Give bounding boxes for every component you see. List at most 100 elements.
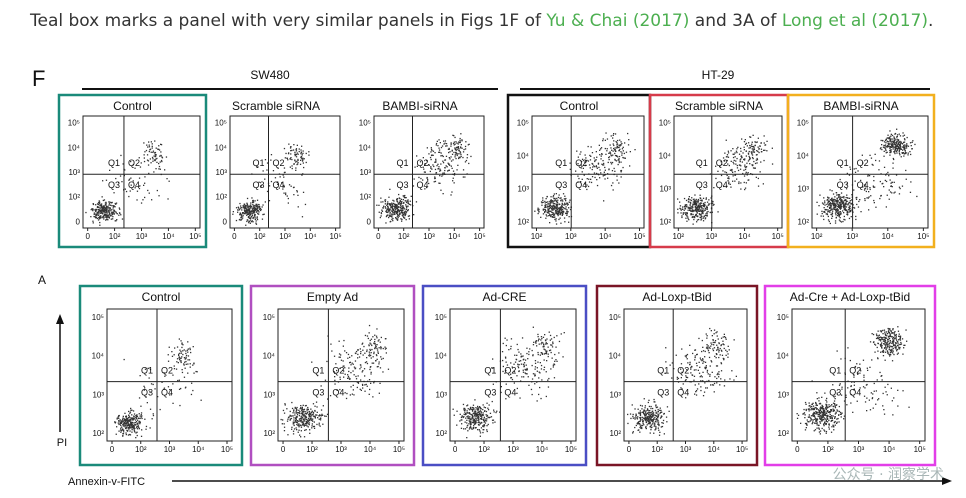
fig-a-panel-4-title: Ad-Loxp-tBid <box>642 290 711 304</box>
data-point <box>460 153 462 156</box>
data-point <box>884 179 886 182</box>
data-point <box>130 427 133 429</box>
link-long-et-al[interactable]: Long et al (2017) <box>781 11 928 31</box>
data-point <box>751 152 753 154</box>
data-point <box>869 154 871 156</box>
data-point <box>552 204 554 207</box>
data-point <box>646 408 649 410</box>
data-point <box>849 200 851 202</box>
data-point <box>474 414 476 417</box>
data-point <box>292 415 294 417</box>
data-point <box>555 212 557 215</box>
data-point <box>159 161 161 163</box>
fig-a-panel-1-highlight-box <box>78 284 244 467</box>
data-point <box>690 366 692 369</box>
data-point <box>662 419 665 422</box>
data-point <box>823 429 825 431</box>
data-point <box>466 157 468 159</box>
data-point <box>453 151 455 154</box>
data-point <box>130 409 132 411</box>
data-point <box>743 149 745 151</box>
data-point <box>561 207 563 209</box>
data-point <box>535 341 537 343</box>
data-point <box>193 372 195 374</box>
data-point <box>906 143 908 145</box>
data-point <box>745 142 748 144</box>
data-point <box>655 418 658 420</box>
data-point <box>109 215 111 217</box>
data-point <box>872 185 874 187</box>
data-point <box>885 180 888 183</box>
data-point <box>883 144 885 147</box>
data-point <box>696 206 698 208</box>
data-point <box>555 200 557 202</box>
data-point <box>388 208 390 210</box>
data-point <box>685 354 688 357</box>
data-point <box>456 148 458 151</box>
data-point <box>131 417 133 419</box>
data-point <box>397 218 399 220</box>
data-point <box>864 187 867 189</box>
data-point <box>180 360 182 362</box>
data-point <box>368 351 370 353</box>
data-point <box>396 216 398 218</box>
data-point <box>834 404 836 406</box>
data-point <box>889 146 891 148</box>
data-point <box>250 206 253 208</box>
link-yu-chai[interactable]: Yu & Chai (2017) <box>546 11 690 31</box>
data-point <box>310 414 312 417</box>
data-point <box>185 357 187 360</box>
data-point <box>189 348 191 351</box>
data-point <box>136 418 138 420</box>
data-point <box>139 185 141 187</box>
data-point <box>426 176 428 179</box>
data-point <box>457 143 459 145</box>
data-point <box>405 201 408 204</box>
data-point <box>727 177 729 179</box>
data-point <box>455 157 457 160</box>
data-point <box>830 208 832 210</box>
data-point <box>644 411 647 413</box>
data-point <box>372 362 375 364</box>
fig-a-panel-3-quadrant-4: Q4 <box>504 388 516 398</box>
data-point <box>98 203 101 205</box>
data-point <box>456 410 458 412</box>
data-point <box>822 215 824 217</box>
data-point <box>373 351 375 353</box>
data-point <box>172 374 174 376</box>
fig-f-panel-3-quadrant-4: Q4 <box>417 180 429 190</box>
data-point <box>185 352 187 355</box>
data-point <box>158 162 160 165</box>
data-point <box>119 419 121 421</box>
data-point <box>348 370 350 373</box>
data-point <box>391 210 393 212</box>
data-point <box>732 153 734 155</box>
data-point <box>687 206 689 208</box>
data-point <box>430 148 433 151</box>
data-point <box>471 414 473 416</box>
data-point <box>743 146 745 148</box>
data-point <box>655 419 657 421</box>
data-point <box>253 212 255 214</box>
data-point <box>147 160 150 162</box>
data-point <box>639 420 641 422</box>
data-point <box>477 408 480 410</box>
data-point <box>875 206 877 208</box>
data-point <box>892 157 894 160</box>
data-point <box>656 421 658 423</box>
data-point <box>826 203 828 206</box>
data-point <box>681 215 683 217</box>
data-point <box>685 217 687 219</box>
data-point <box>812 414 814 416</box>
data-point <box>296 420 299 422</box>
data-point <box>314 416 316 418</box>
data-point <box>474 413 476 415</box>
data-point <box>485 414 487 416</box>
data-point <box>103 215 105 217</box>
data-point <box>392 214 394 216</box>
data-point <box>734 156 736 158</box>
data-point <box>665 416 668 418</box>
data-point <box>846 183 848 185</box>
data-point <box>471 409 474 411</box>
data-point <box>98 216 101 219</box>
